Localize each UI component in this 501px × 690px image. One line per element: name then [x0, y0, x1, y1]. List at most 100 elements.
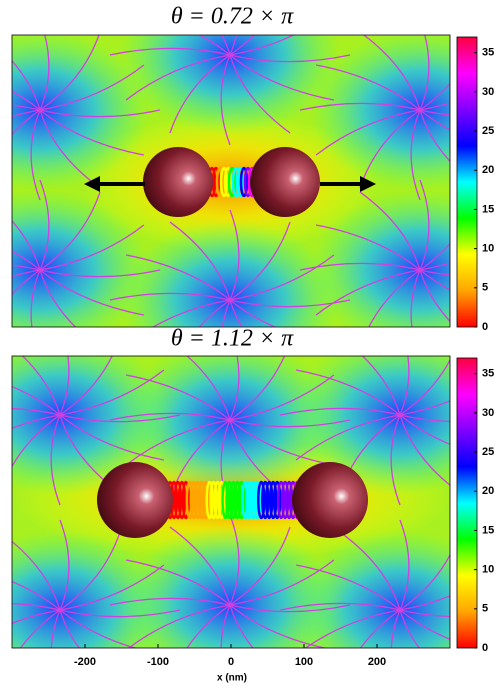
particle: [250, 147, 320, 217]
field-blue: [310, 190, 450, 327]
x-tick-label: -100: [147, 656, 169, 668]
colorbar-tick-label: 5: [482, 603, 488, 615]
streamline: [399, 519, 410, 611]
streamline: [12, 602, 61, 611]
streamline: [399, 609, 450, 618]
streamline: [399, 414, 450, 487]
streamline: [39, 269, 161, 278]
streamline: [295, 564, 401, 611]
streamline: [229, 299, 243, 327]
streamline: [419, 262, 450, 271]
streamline: [229, 35, 255, 56]
streamline: [229, 514, 240, 606]
field-blue: [120, 525, 340, 648]
streamline: [399, 400, 450, 416]
streamline: [39, 269, 77, 327]
streamline: [295, 369, 401, 416]
streamline: [279, 602, 401, 611]
arrow: [84, 176, 145, 192]
spring-coil: [272, 480, 282, 520]
spring-coil: [217, 480, 226, 520]
streamline: [229, 299, 351, 308]
streamline: [12, 540, 61, 611]
x-axis-label: x (nm): [217, 673, 247, 684]
streamline: [399, 356, 410, 416]
streamline: [198, 35, 231, 56]
spring-coil: [209, 480, 218, 520]
spring-coil: [181, 480, 191, 520]
streamline: [186, 604, 231, 648]
streamline: [109, 47, 231, 56]
streamline: [390, 414, 401, 506]
streamline: [229, 526, 291, 606]
streamline: [399, 414, 450, 423]
streamline: [279, 407, 401, 416]
streamline: [419, 269, 450, 276]
streamline: [21, 356, 61, 416]
streamline: [419, 109, 450, 116]
streamline: [12, 59, 41, 111]
colorbar-tick-label: 20: [482, 164, 494, 176]
streamline: [399, 595, 450, 611]
field-blue: [120, 220, 340, 327]
colorbar-tick-label: 15: [482, 203, 494, 215]
streamline: [410, 269, 421, 327]
x-tick-label: 200: [368, 656, 386, 668]
streamline: [419, 269, 450, 323]
streamline: [59, 609, 181, 618]
streamline: [12, 264, 41, 271]
streamline: [109, 292, 231, 301]
particle: [292, 462, 368, 538]
streamline: [359, 191, 421, 271]
streamline: [221, 299, 231, 327]
spring-coil: [227, 166, 237, 198]
streamline: [169, 526, 231, 606]
streamline: [12, 219, 41, 271]
spring-coil: [219, 166, 229, 198]
streamline: [125, 559, 231, 606]
spring-coil: [268, 480, 278, 520]
streamline: [339, 531, 401, 611]
streamline: [399, 553, 450, 611]
streamline: [368, 269, 421, 327]
streamline: [419, 102, 450, 111]
streamline: [315, 269, 421, 316]
heatmap: [12, 356, 450, 648]
x-tick-label: 0: [228, 656, 234, 668]
streamline: [229, 221, 291, 301]
streamline: [39, 35, 100, 111]
streamline: [359, 609, 401, 648]
streamline: [109, 412, 231, 421]
streamline: [39, 109, 161, 118]
streamline: [169, 221, 231, 301]
streamline: [229, 604, 328, 648]
spring-coil: [229, 480, 238, 520]
streamline: [419, 179, 430, 271]
streamline: [229, 35, 237, 56]
spring-coil: [197, 480, 206, 520]
streamline: [315, 64, 421, 111]
spring-coil: [225, 480, 234, 520]
streamline: [39, 109, 145, 156]
streamline: [315, 109, 421, 156]
field-blue: [12, 190, 150, 327]
streamline: [127, 604, 231, 648]
field-blue: [120, 35, 340, 135]
streamline: [410, 109, 421, 201]
spring-coil: [213, 480, 222, 520]
streamline: [229, 54, 351, 63]
panel-title: θ = 0.72 × π: [171, 4, 294, 30]
streamline: [169, 54, 231, 134]
spring-coil: [280, 480, 290, 520]
streamline: [39, 35, 50, 111]
colorbar-tick-label: 15: [482, 524, 494, 536]
spring-coil: [177, 480, 187, 520]
streamline: [50, 414, 61, 506]
streamline: [169, 419, 231, 499]
streamline: [39, 191, 101, 271]
spring-coil: [253, 480, 262, 520]
particle: [143, 147, 213, 217]
streamline: [12, 385, 61, 416]
colorbar-tick-label: 5: [482, 282, 488, 294]
colorbar-tick-label: 30: [482, 407, 494, 419]
